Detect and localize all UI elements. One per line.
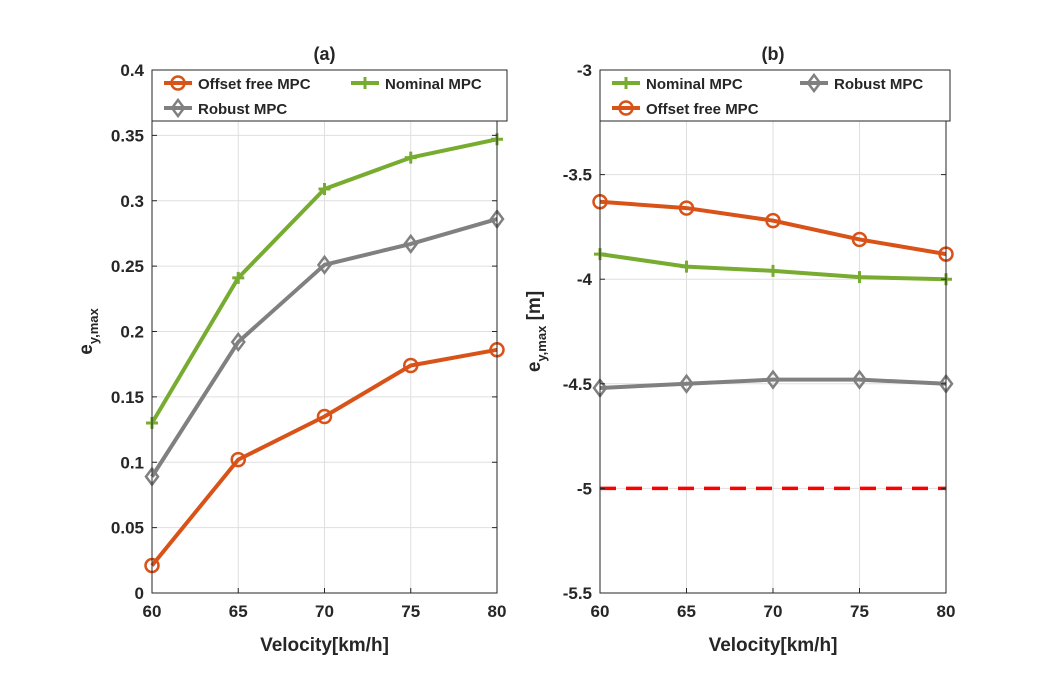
legend-label: Nominal MPC — [646, 76, 743, 93]
x-tick-label: 60 — [591, 602, 610, 621]
legend-label: Offset free MPC — [198, 76, 311, 93]
legend-swatch-marker — [620, 77, 632, 89]
data-point — [678, 200, 695, 216]
legend-entry: Nominal MPC — [612, 76, 743, 93]
y-tick-label: -3 — [577, 61, 592, 80]
series-line — [150, 347, 498, 567]
y-axis-label-subscript: y,max — [534, 325, 549, 362]
y-tick-label: -4.5 — [563, 375, 592, 394]
x-tick-label: 75 — [401, 602, 420, 621]
chart-title: (a) — [314, 44, 336, 64]
legend-label: Robust MPC — [834, 76, 923, 93]
x-tick-label: 80 — [937, 602, 956, 621]
data-point — [403, 357, 419, 374]
data-point — [765, 212, 781, 229]
chart-panel-a: 60 65 70 75 80 0 0.05 0.1 0.15 0.2 0.25 0.3 0.35 0.4 (… — [76, 44, 508, 656]
legend-entry: Robust MPC — [800, 72, 923, 94]
legend-box — [599, 69, 951, 122]
series-robust-mpc — [592, 369, 954, 399]
x-tick-label: 75 — [850, 602, 869, 621]
y-tick-label: -5.5 — [563, 584, 592, 603]
legend-entry: Nominal MPC — [351, 76, 482, 93]
data-point — [851, 369, 868, 390]
legend: Nominal MPC Robust MPC Offset free MPC — [599, 69, 951, 122]
y-tick-label: 0.05 — [111, 519, 144, 538]
legend-box — [151, 69, 508, 122]
x-tick-label: 65 — [677, 602, 696, 621]
chart-panel-b: 60 65 70 75 80 -5.5 -5 -4.5 -4 -3.5 -3 (b) Velocity[… — [524, 44, 955, 656]
data-point — [232, 271, 245, 284]
data-point — [316, 408, 333, 425]
series-line — [599, 199, 947, 257]
legend-label: Nominal MPC — [385, 76, 482, 93]
data-point — [767, 264, 779, 277]
x-tick-label: 60 — [143, 602, 162, 621]
legend-swatch-marker — [170, 97, 186, 119]
legend-swatch-marker — [359, 77, 371, 89]
x-axis-label: Velocity[km/h] — [709, 635, 838, 656]
legend: Offset free MPC Nominal MPC Robust MPC — [151, 69, 508, 122]
y-axis-label-base: e — [524, 362, 545, 373]
data-point — [318, 182, 331, 195]
legend-swatch-marker — [806, 72, 822, 94]
series-line — [599, 377, 947, 390]
data-point — [765, 369, 781, 390]
y-tick-label: 0.15 — [111, 388, 144, 407]
y-tick-label: 0.4 — [120, 61, 144, 80]
legend-swatch-marker — [170, 75, 186, 91]
y-tick-label: 0.3 — [120, 192, 144, 211]
data-point — [404, 151, 417, 164]
y-tick-label: -3.5 — [563, 166, 592, 185]
x-tick-label: 65 — [229, 602, 248, 621]
y-axis-label-base: e — [76, 344, 97, 355]
data-point — [316, 254, 333, 275]
chart-title: (b) — [762, 44, 785, 64]
x-tick-label: 80 — [488, 602, 507, 621]
y-axis-label: ey,max — [76, 307, 101, 354]
data-point — [230, 331, 246, 353]
legend-entry: Offset free MPC — [612, 100, 759, 118]
y-tick-label: -5 — [577, 479, 592, 498]
data-point — [403, 233, 419, 254]
data-point — [230, 451, 246, 468]
legend-label: Robust MPC — [198, 101, 287, 118]
series-line — [150, 217, 498, 478]
y-axis-label-subscript: y,max — [86, 307, 101, 344]
data-point — [678, 373, 695, 394]
x-tick-label: 70 — [764, 602, 783, 621]
legend-swatch-marker — [618, 100, 634, 116]
y-tick-label: 0.25 — [111, 257, 144, 276]
data-point — [853, 271, 866, 284]
y-tick-label: 0.1 — [120, 453, 144, 472]
legend-label: Offset free MPC — [646, 101, 759, 118]
x-axis-label: Velocity[km/h] — [260, 635, 389, 656]
y-axis-label-unit: [m] — [524, 291, 545, 326]
y-tick-label: 0.2 — [120, 323, 144, 342]
y-tick-label: 0 — [135, 584, 144, 603]
y-axis-label: ey,max [m] — [524, 291, 549, 372]
y-tick-label: -4 — [577, 270, 593, 289]
legend-entry: Offset free MPC — [164, 75, 311, 93]
data-point — [680, 260, 693, 273]
x-tick-label: 70 — [315, 602, 334, 621]
data-point — [851, 231, 868, 248]
legend-entry: Robust MPC — [164, 97, 287, 119]
y-tick-label: 0.35 — [111, 126, 144, 145]
